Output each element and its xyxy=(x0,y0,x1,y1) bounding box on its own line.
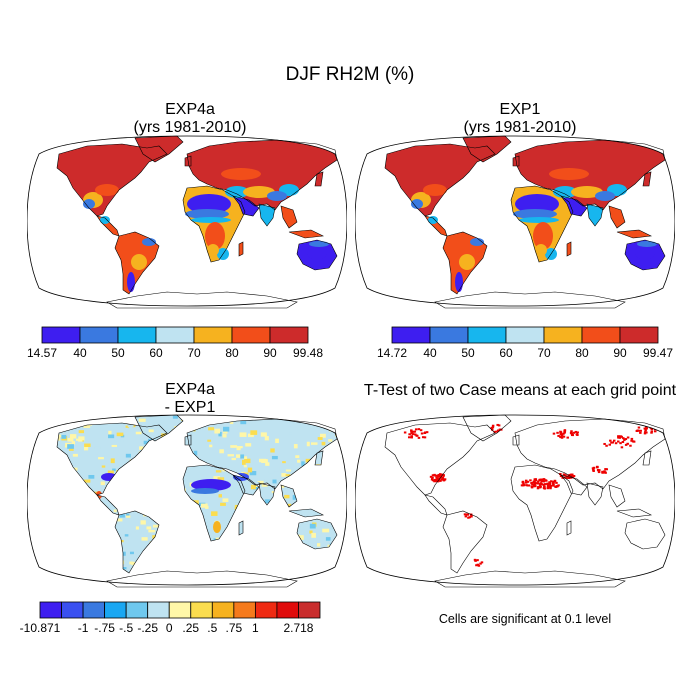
colorbar-tick-label: 70 xyxy=(187,346,201,360)
panel-title-diff-line1: EXP4a xyxy=(165,381,215,398)
colorbar-tick-label: -1 xyxy=(78,621,89,635)
colorbar-tick-label: -.25 xyxy=(137,621,158,635)
colorbar-tick-label: 70 xyxy=(537,346,551,360)
colorbar-tick-label: 40 xyxy=(423,346,437,360)
panel-title-exp1-line1: EXP1 xyxy=(499,101,541,118)
map-diff xyxy=(27,414,347,588)
colorbar-tick-label: -10.871 xyxy=(20,621,61,635)
colorbar-tick-label: 50 xyxy=(461,346,475,360)
panel-title-exp4a-line1: EXP4a xyxy=(165,101,215,118)
colorbar-tick-label: 90 xyxy=(613,346,627,360)
colorbar-tick-label: 14.57 xyxy=(27,346,57,360)
map-exp4a xyxy=(27,135,347,309)
colorbar-tick-label: 14.72 xyxy=(377,346,407,360)
panel-title-exp1: EXP1 (yrs 1981-2010) xyxy=(370,101,670,137)
colorbar-tick-label: 90 xyxy=(263,346,277,360)
panel-title-ttest: T-Test of two Case means at each grid po… xyxy=(363,382,677,399)
colorbar-tick-label: 0 xyxy=(166,621,173,635)
colorbar-tick-label: 80 xyxy=(225,346,239,360)
panel-title-diff-line2: - EXP1 xyxy=(164,399,216,416)
map-ttest xyxy=(355,414,675,588)
colorbar-tick-label: 99.48 xyxy=(293,346,323,360)
colorbar-tick-label: 80 xyxy=(575,346,589,360)
panel-title-exp4a-line2: (yrs 1981-2010) xyxy=(133,119,247,136)
colorbar-tick-label: .5 xyxy=(207,621,217,635)
colorbar-tick-label: 60 xyxy=(499,346,513,360)
colorbar-tick-label: .75 xyxy=(226,621,243,635)
figure-title: DJF RH2M (%) xyxy=(285,64,415,85)
colorbar-tick-label: -.75 xyxy=(94,621,115,635)
colorbar-tick-label: -.5 xyxy=(119,621,133,635)
colorbar-tick-label: 40 xyxy=(73,346,87,360)
significance-note: Cells are significant at 0.1 level xyxy=(438,612,612,626)
panel-title-exp1-line2: (yrs 1981-2010) xyxy=(463,119,577,136)
panel-title-diff: EXP4a - EXP1 xyxy=(40,381,340,417)
map-exp1 xyxy=(355,135,675,309)
panel-title-exp4a: EXP4a (yrs 1981-2010) xyxy=(40,101,340,137)
colorbar-tick-label: .25 xyxy=(182,621,199,635)
colorbar-tick-label: 60 xyxy=(149,346,163,360)
colorbar-tick-label: 1 xyxy=(252,621,259,635)
colorbar-tick-label: 2.718 xyxy=(283,621,313,635)
colorbar-exp1: 14.72 40 50 60 70 80 90 99.47 xyxy=(377,326,673,360)
colorbar-tick-label: 50 xyxy=(111,346,125,360)
colorbar-tick-label: 99.47 xyxy=(643,346,673,360)
colorbar-exp4a: 14.57 40 50 60 70 80 90 99.48 xyxy=(27,326,323,360)
colorbar-diff: -10.871 -1 -.75 -.5 -.25 0 .25 .5 .75 1 2.718 xyxy=(20,601,321,635)
